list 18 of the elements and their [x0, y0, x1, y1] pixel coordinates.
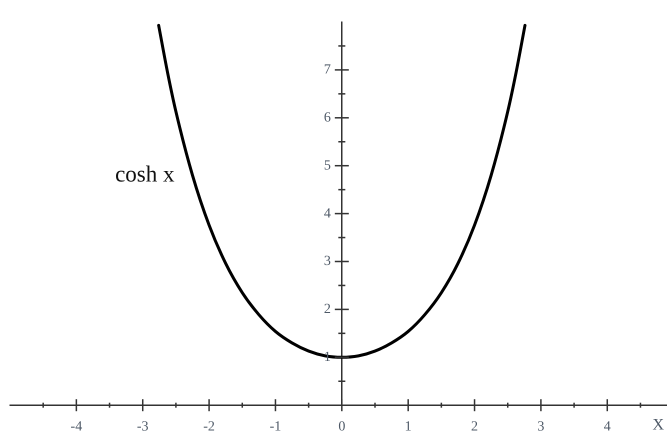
x-tick-label: 4 — [604, 419, 611, 434]
x-tick-label: -1 — [270, 419, 282, 434]
y-tick-label: 6 — [324, 110, 331, 126]
line-series — [157, 24, 526, 359]
x-tick-label: 1 — [404, 419, 412, 434]
x-tick-label: -2 — [203, 419, 215, 434]
y-tick-label: 5 — [324, 158, 331, 174]
x-tick-label: -3 — [136, 419, 149, 434]
x-tick-label: -4 — [70, 419, 82, 434]
y-tick-label: 2 — [324, 302, 331, 318]
y-tick-label: 3 — [324, 254, 331, 270]
series-label: cosh x — [115, 161, 175, 186]
x-axis-title: X — [652, 416, 664, 434]
y-tick-label: 7 — [324, 62, 331, 78]
x-tick-label: 3 — [537, 419, 544, 434]
x-tick-label: 0 — [338, 419, 346, 434]
x-tick-label: 2 — [471, 419, 478, 434]
y-tick-label: 4 — [324, 206, 331, 222]
